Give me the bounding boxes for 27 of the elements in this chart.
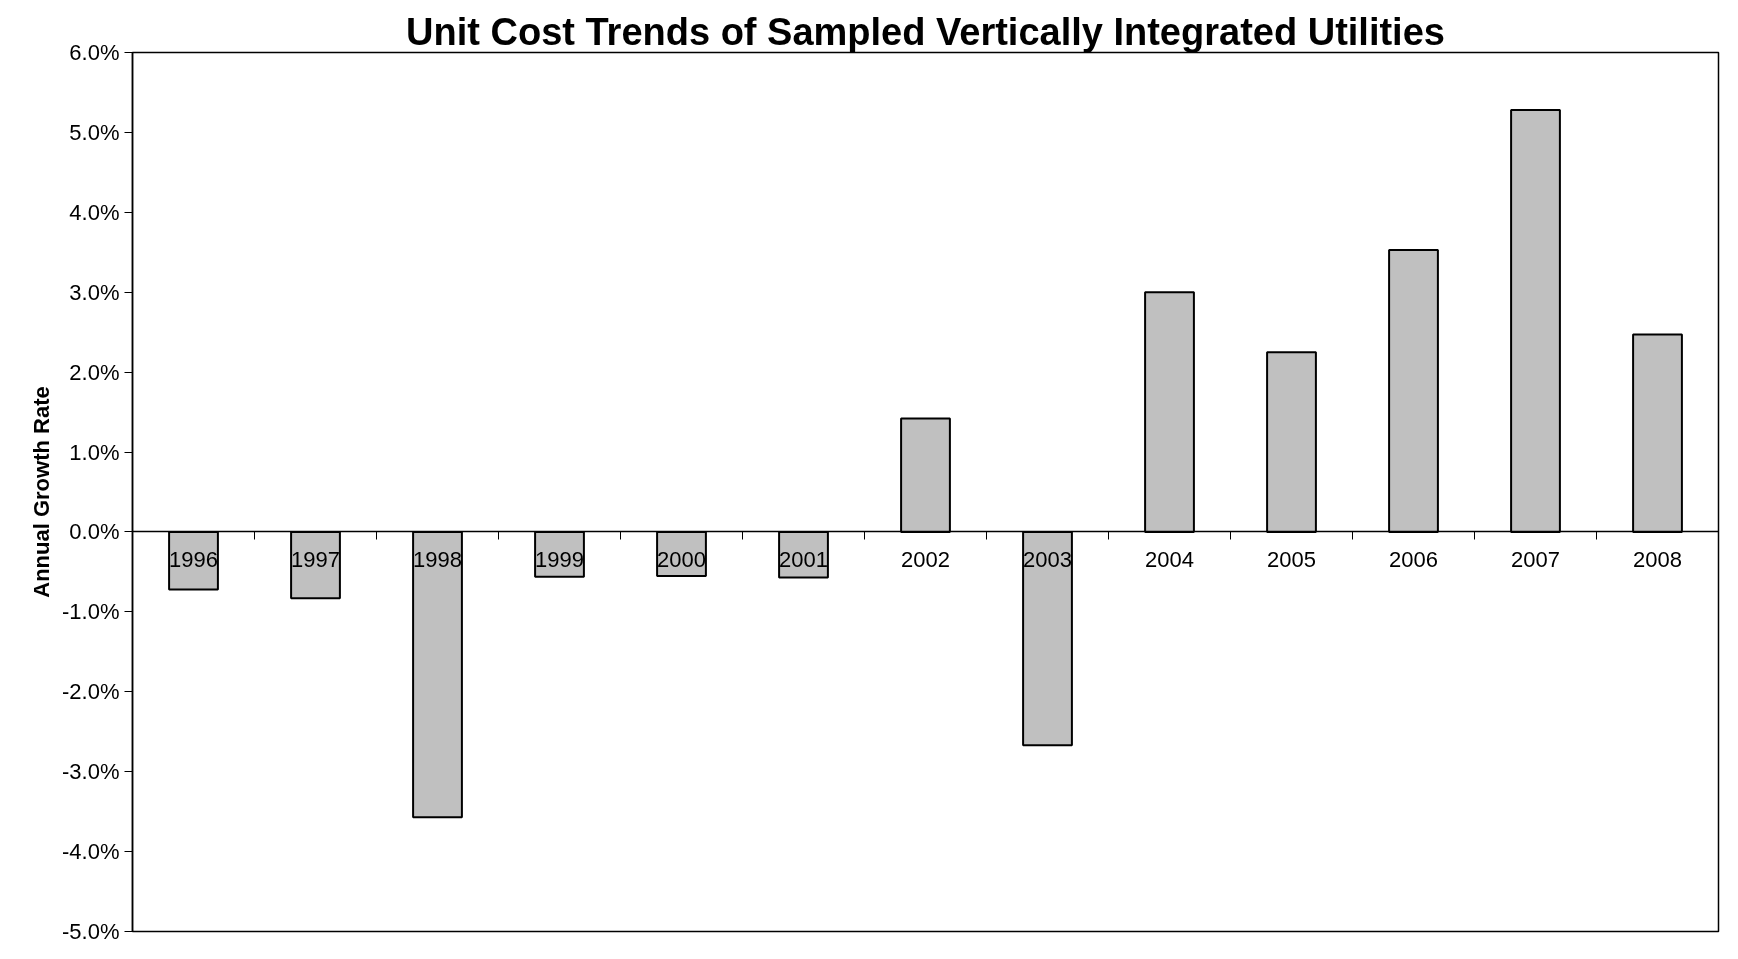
y-tick-label: 1.0%	[69, 439, 120, 465]
x-tick-label: 2000	[657, 546, 706, 572]
y-tick-label: -3.0%	[62, 759, 120, 785]
x-tick-label: 2001	[779, 546, 828, 572]
y-axis-title: Annual Growth Rate	[29, 386, 55, 598]
y-tick-label: 5.0%	[69, 119, 120, 145]
x-tick-label: 1997	[291, 546, 340, 572]
x-tick-label: 2007	[1511, 546, 1560, 572]
x-tick-label: 1999	[535, 546, 584, 572]
x-tick-label: 2006	[1389, 546, 1438, 572]
y-tick-label: -4.0%	[62, 839, 120, 865]
y-tick-label: 6.0%	[69, 40, 120, 65]
x-tick-label: 1998	[413, 546, 462, 572]
x-tick-label: 2003	[1023, 546, 1072, 572]
x-tick-label: 2002	[901, 546, 950, 572]
y-tick-label: 2.0%	[69, 359, 120, 385]
y-tick-label: -1.0%	[62, 599, 120, 625]
chart-title: Unit Cost Trends of Sampled Vertically Integrated Utilities	[406, 10, 1445, 53]
x-tick-label: 2005	[1267, 546, 1316, 572]
x-tick-label: 2008	[1633, 546, 1682, 572]
y-tick-label: 4.0%	[69, 199, 120, 225]
y-tick-label: -2.0%	[62, 679, 120, 705]
x-tick-label: 2004	[1145, 546, 1194, 572]
x-tick-label: 1996	[169, 546, 218, 572]
y-tick-label: 0.0%	[69, 519, 120, 545]
y-tick-label: 3.0%	[69, 279, 120, 305]
y-tick-label: -5.0%	[62, 919, 120, 944]
